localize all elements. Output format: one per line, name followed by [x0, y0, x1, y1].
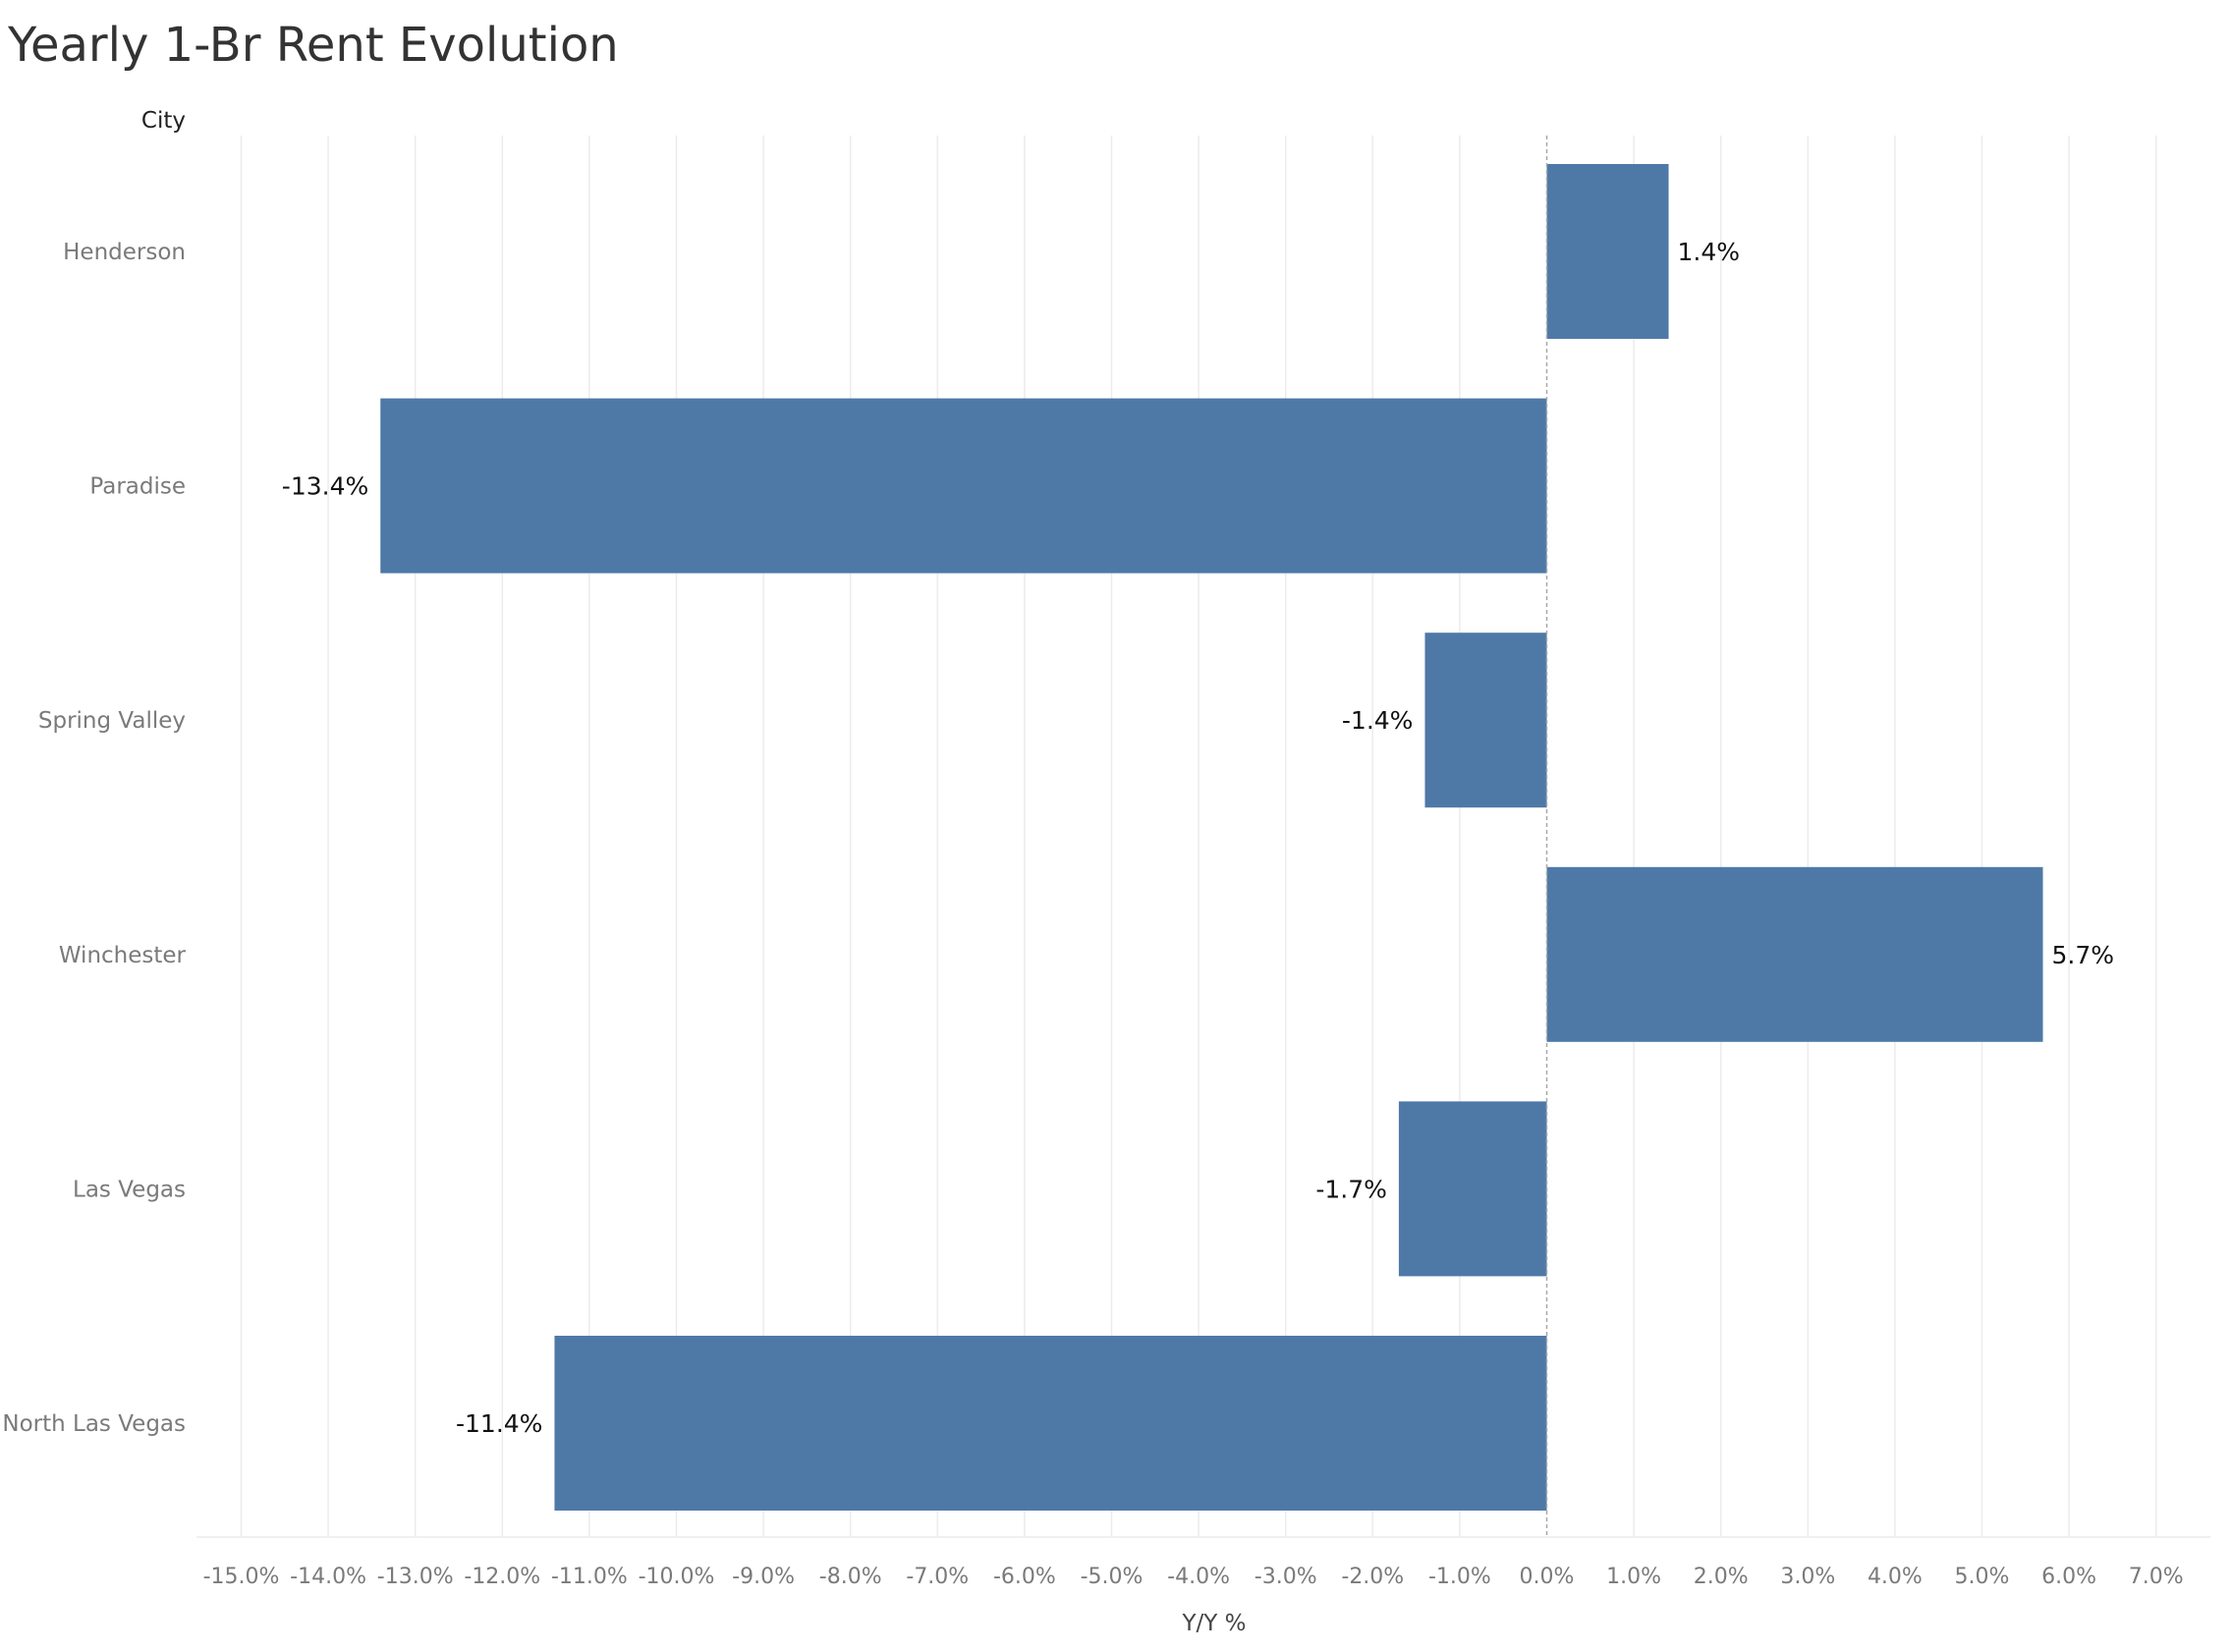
category-label: Las Vegas — [73, 1177, 186, 1202]
x-tick-label: 7.0% — [2129, 1565, 2184, 1589]
x-tick-label: -6.0% — [993, 1565, 1056, 1589]
bar — [554, 1336, 1547, 1511]
y-axis-header: City — [141, 108, 186, 134]
bar — [1546, 866, 2043, 1042]
category-label: Henderson — [63, 240, 186, 265]
x-tick-label: -3.0% — [1255, 1565, 1317, 1589]
x-tick-label: -4.0% — [1167, 1565, 1230, 1589]
x-tick-label: -13.0% — [377, 1565, 454, 1589]
category-label: North Las Vegas — [2, 1411, 186, 1437]
x-tick-labels: -15.0% -14.0% -13.0% -12.0% -11.0% -10.0% -9.0… — [203, 1565, 2184, 1589]
category-labels: Henderson Paradise Spring Valley Winchester… — [2, 240, 186, 1437]
data-label: -1.4% — [1342, 706, 1414, 735]
bars — [380, 164, 2043, 1511]
category-label: Paradise — [89, 474, 186, 500]
data-label: -1.7% — [1315, 1175, 1387, 1203]
x-tick-label: -5.0% — [1081, 1565, 1144, 1589]
x-tick-label: 2.0% — [1694, 1565, 1749, 1589]
data-label: 1.4% — [1678, 238, 1741, 266]
x-tick-label: -9.0% — [732, 1565, 795, 1589]
data-label: -13.4% — [282, 472, 368, 501]
bar — [1398, 1101, 1547, 1277]
x-tick-label: 1.0% — [1606, 1565, 1661, 1589]
data-label: -11.4% — [456, 1409, 542, 1438]
x-tick-label: -2.0% — [1341, 1565, 1404, 1589]
category-label: Spring Valley — [38, 708, 186, 734]
grid-lines — [196, 136, 2210, 1538]
x-tick-label: -11.0% — [551, 1565, 628, 1589]
bar — [380, 398, 1547, 574]
x-tick-label: -15.0% — [203, 1565, 280, 1589]
x-tick-label: -8.0% — [819, 1565, 882, 1589]
data-labels: 1.4% -13.4% -1.4% 5.7% -1.7% -11.4% — [282, 238, 2114, 1438]
x-tick-label: -1.0% — [1428, 1565, 1491, 1589]
x-tick-label: -14.0% — [290, 1565, 366, 1589]
bar — [1424, 633, 1547, 808]
x-tick-label: 4.0% — [1868, 1565, 1923, 1589]
x-tick-label: -12.0% — [464, 1565, 540, 1589]
x-tick-label: -7.0% — [906, 1565, 969, 1589]
x-tick-label: 6.0% — [2041, 1565, 2096, 1589]
x-axis-title: Y/Y % — [1181, 1611, 1246, 1636]
x-tick-label: 3.0% — [1780, 1565, 1835, 1589]
chart-title: Yearly 1-Br Rent Evolution — [8, 18, 619, 73]
bar — [1546, 164, 1669, 339]
x-tick-label: -10.0% — [639, 1565, 715, 1589]
category-label: Winchester — [59, 943, 187, 968]
x-tick-label: 0.0% — [1520, 1565, 1575, 1589]
x-tick-label: 5.0% — [1955, 1565, 2010, 1589]
data-label: 5.7% — [2052, 941, 2115, 969]
